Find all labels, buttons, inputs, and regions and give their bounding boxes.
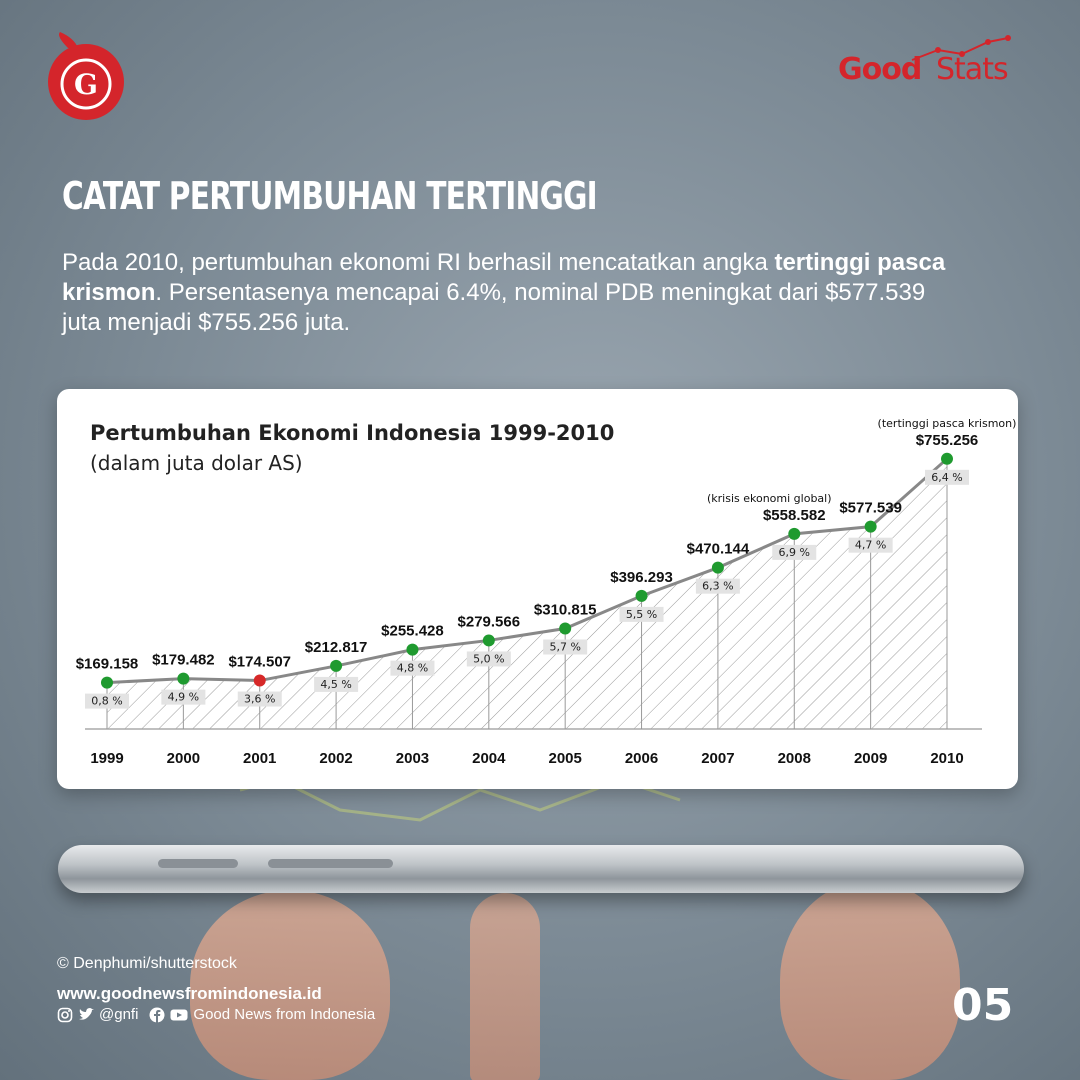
x-tick-label: 2003 [396, 750, 429, 767]
value-label: $212.817 [305, 639, 368, 656]
x-tick-label: 2002 [319, 750, 352, 767]
data-point [864, 520, 877, 533]
x-tick-label: 2000 [167, 750, 200, 767]
growth-label: 4,5 % [320, 678, 351, 691]
x-tick-label: 1999 [90, 750, 123, 767]
finger-decoration [470, 893, 540, 1080]
growth-label-bg [772, 544, 817, 560]
value-label: $279.566 [458, 613, 521, 630]
left-hand-decoration [190, 890, 390, 1080]
lead-paragraph: Pada 2010, pertumbuhan ekonomi RI berhas… [62, 248, 962, 338]
data-point [330, 659, 343, 672]
lead-part2: . Persentasenya mencapai 6.4%, nominal P… [62, 279, 926, 336]
trend-icon [911, 35, 1011, 61]
growth-label: 5,0 % [473, 652, 504, 665]
data-point [406, 643, 419, 656]
x-tick-label: 2005 [548, 750, 581, 767]
growth-label: 6,9 % [779, 546, 810, 559]
data-point [559, 622, 572, 635]
growth-label-bg [390, 660, 435, 676]
growth-label-bg [925, 469, 969, 485]
growth-label-bg [237, 691, 282, 707]
data-point [941, 452, 953, 465]
chart-subtitle: (dalam juta dolar AS) [90, 451, 303, 475]
x-tick-label: 2004 [472, 750, 506, 767]
series-line [106, 457, 948, 685]
data-point [482, 634, 495, 647]
growth-label: 0,8 % [91, 695, 122, 708]
annotation-text: (tertinggi pasca krismon) [878, 417, 1017, 430]
goodstats-logo: Good Stats [838, 32, 1028, 92]
x-tick-label: 2009 [854, 750, 887, 767]
growth-label: 4,9 % [168, 691, 199, 704]
right-hand-decoration [780, 880, 960, 1080]
x-tick-label: 2007 [701, 750, 734, 767]
growth-label-bg [695, 578, 740, 594]
growth-label: 4,7 % [855, 539, 886, 552]
twitter-icon[interactable] [78, 1007, 94, 1023]
x-tick-label: 2006 [625, 750, 658, 767]
chart-card: Pertumbuhan Ekonomi Indonesia 1999-2010 … [57, 389, 1018, 789]
data-point [635, 589, 648, 602]
value-label: $174.507 [228, 654, 291, 671]
social-handle: @gnfi [99, 1006, 139, 1023]
page-number: 05 [952, 980, 1014, 1031]
value-label: $577.539 [839, 500, 902, 517]
area-fill [107, 458, 947, 729]
value-label: $169.158 [76, 656, 139, 673]
value-label: $396.293 [610, 569, 673, 586]
value-label: $179.482 [152, 652, 215, 669]
growth-label-bg [161, 689, 206, 705]
phone-button [268, 859, 393, 868]
value-label: $255.428 [381, 623, 444, 640]
x-tick-label: 2010 [930, 750, 963, 767]
growth-label-bg [619, 606, 664, 622]
value-label: $755.256 [916, 432, 979, 449]
growth-label: 6,3 % [702, 580, 733, 593]
data-point [101, 676, 113, 689]
phone-image [58, 845, 1024, 893]
phone-button [158, 859, 238, 868]
data-point [711, 561, 724, 574]
value-label: $558.582 [763, 507, 826, 524]
social-bar: @gnfi Good News from Indonesia [57, 1006, 375, 1023]
photo-credit: © Denphumi/shutterstock [57, 955, 237, 972]
growth-label: 3,6 % [244, 693, 275, 706]
growth-label-bg [466, 651, 511, 667]
brand-good: Good [838, 52, 922, 87]
growth-label: 6,4 % [931, 471, 962, 484]
growth-label-bg [848, 537, 893, 553]
x-tick-label: 2008 [778, 750, 811, 767]
instagram-icon[interactable] [57, 1007, 73, 1023]
lead-part1: Pada 2010, pertumbuhan ekonomi RI berhas… [62, 249, 768, 276]
page-headline: CATAT PERTUMBUHAN TERTINGGI [62, 174, 598, 218]
growth-label: 5,5 % [626, 608, 657, 621]
annotation-text: (krisis ekonomi global) [707, 492, 832, 505]
website-link[interactable]: www.goodnewsfromindonesia.id [57, 984, 322, 1003]
svg-text:G: G [74, 68, 98, 101]
value-label: $310.815 [534, 602, 597, 619]
growth-label-bg [85, 693, 129, 709]
brand-stats: Stats [936, 52, 1009, 87]
data-point [788, 527, 801, 540]
data-point [177, 672, 190, 685]
background-graph-decoration [239, 780, 681, 822]
growth-label: 4,8 % [397, 662, 428, 675]
growth-label-bg [543, 639, 588, 655]
youtube-icon[interactable] [170, 1007, 188, 1023]
data-point [253, 674, 266, 687]
lead-bold: tertinggi pasca krismon [62, 249, 946, 306]
line-chart: 0,8 % 4,9 % 3,6 % 4,5 % 4,8 % 5,0 % 5,7 % 5,5 %… [76, 417, 1017, 767]
value-label: $470.144 [687, 541, 750, 558]
x-tick-label: 2001 [243, 750, 276, 767]
facebook-icon[interactable] [149, 1007, 165, 1023]
growth-label: 5,7 % [549, 641, 580, 654]
chart-title: Pertumbuhan Ekonomi Indonesia 1999-2010 [90, 421, 615, 445]
growth-label-bg [314, 676, 359, 692]
gnfi-logo: G [48, 32, 124, 120]
org-name: Good News from Indonesia [193, 1006, 376, 1023]
